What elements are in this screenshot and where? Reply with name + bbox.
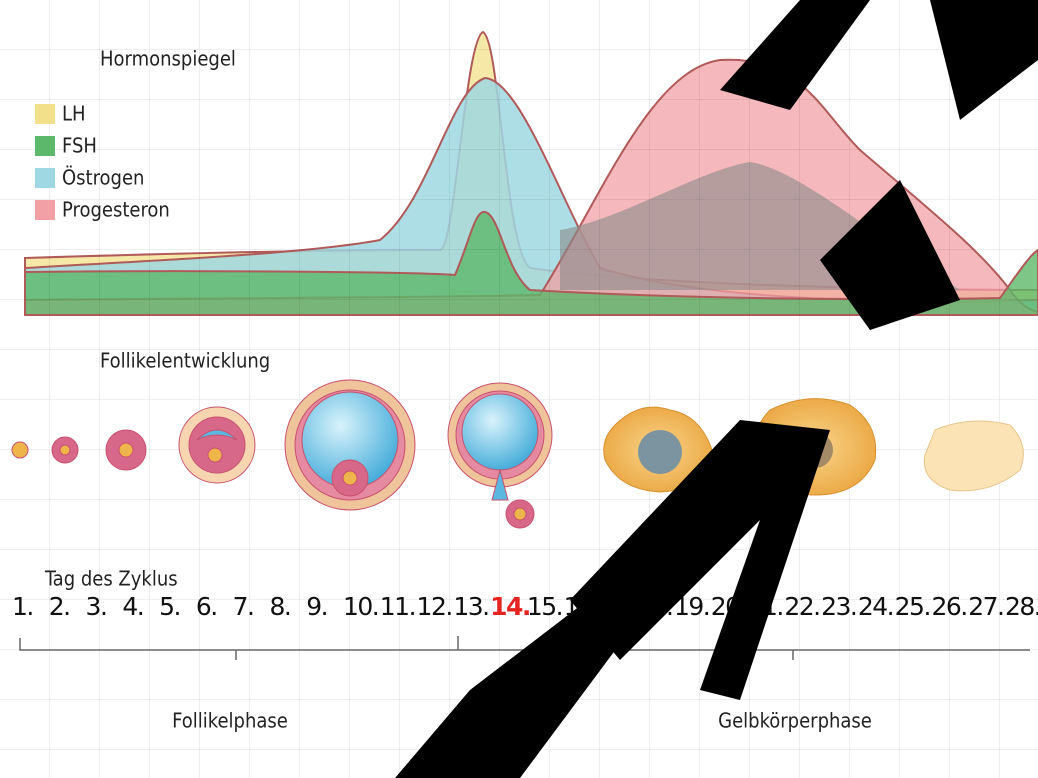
watermark bbox=[395, 0, 1038, 778]
legend-swatch bbox=[35, 200, 55, 220]
legend-swatch bbox=[35, 104, 55, 124]
cycle-title: Tag des Zyklus bbox=[44, 567, 178, 591]
day-label: 10. bbox=[343, 592, 378, 621]
day-label: 24. bbox=[858, 592, 893, 621]
follicles-title: Follikelentwicklung bbox=[100, 349, 270, 373]
day-label: 13. bbox=[453, 592, 488, 621]
legend-label: Progesteron bbox=[62, 198, 170, 222]
follicle-stages bbox=[11, 379, 1024, 529]
day-label: 4. bbox=[122, 592, 143, 621]
day-label: 28. bbox=[1005, 592, 1038, 621]
day-label: 12. bbox=[417, 592, 452, 621]
phase-brackets bbox=[19, 636, 1030, 660]
phase-label: Follikelphase bbox=[172, 709, 288, 733]
day-label: 6. bbox=[196, 592, 217, 621]
legend-label: LH bbox=[62, 102, 86, 126]
phase-label: Gelbkörperphase bbox=[718, 709, 872, 733]
day-label: 22. bbox=[784, 592, 819, 621]
day-label: 15. bbox=[527, 592, 562, 621]
legend-swatch bbox=[35, 136, 55, 156]
day-label: 2. bbox=[49, 592, 70, 621]
day-label: 11. bbox=[380, 592, 415, 621]
day-label: 1. bbox=[12, 592, 33, 621]
legend-swatch bbox=[35, 168, 55, 188]
day-label: 26. bbox=[931, 592, 966, 621]
legend: LH FSH Östrogen Progesteron bbox=[35, 102, 170, 222]
day-label: 27. bbox=[968, 592, 1003, 621]
day-label: 5. bbox=[159, 592, 180, 621]
day-label: 25. bbox=[895, 592, 930, 621]
day-label: 23. bbox=[821, 592, 856, 621]
day-label: 14. bbox=[490, 592, 530, 621]
legend-label: FSH bbox=[62, 134, 97, 158]
day-label: 9. bbox=[306, 592, 327, 621]
day-label: 8. bbox=[269, 592, 290, 621]
day-label: 3. bbox=[86, 592, 107, 621]
day-label: 7. bbox=[233, 592, 254, 621]
day-labels: 1.2.3.4.5.6.7.8.9.10.11.12.13.14.15.16.1… bbox=[12, 592, 1038, 621]
legend-label: Östrogen bbox=[62, 166, 144, 190]
hormones-title: Hormonspiegel bbox=[100, 47, 236, 71]
